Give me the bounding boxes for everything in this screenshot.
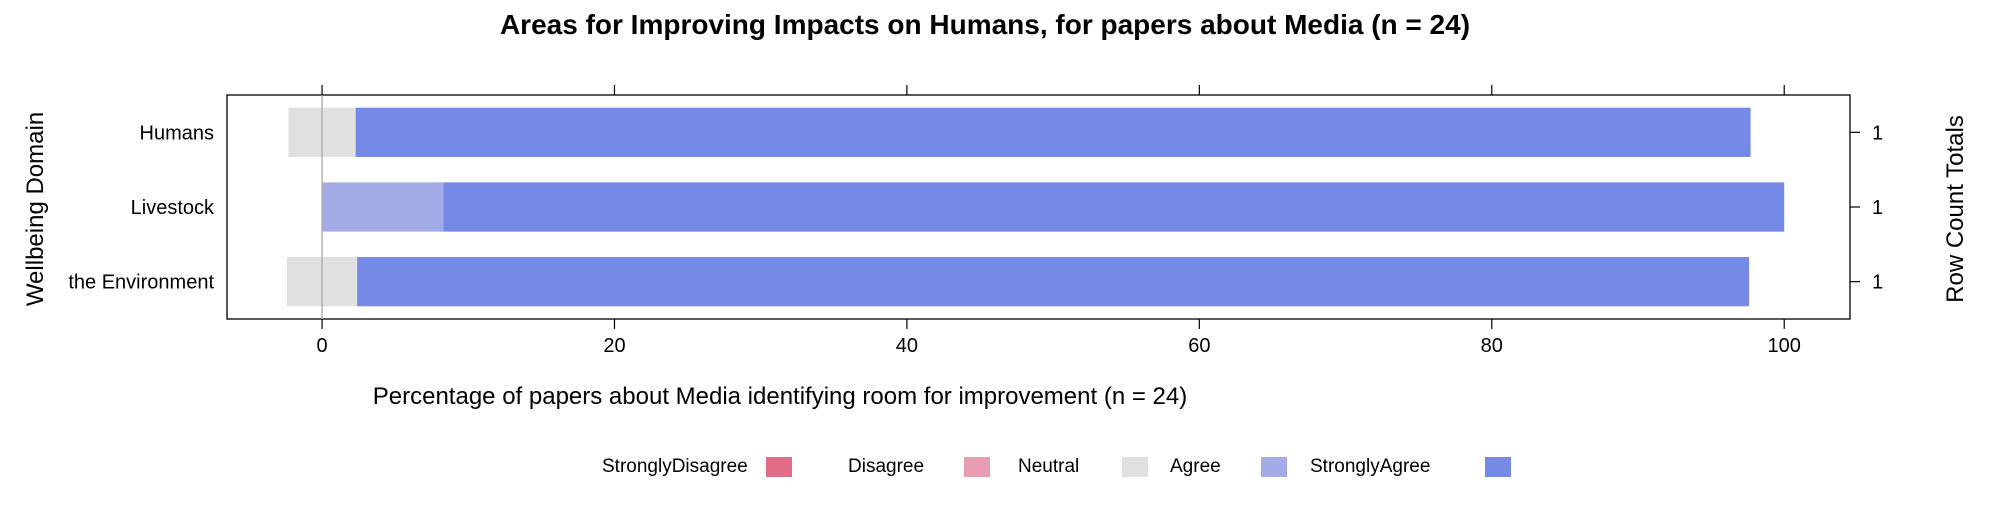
legend-label: StronglyDisagree — [602, 456, 748, 477]
y-tick-label: Livestock — [131, 197, 215, 219]
x-tick-label: 60 — [1188, 335, 1210, 357]
y-tick-label: Humans — [140, 122, 214, 144]
row-total-label: 1 — [1872, 272, 1883, 294]
bar-stronglyagree — [355, 107, 1751, 157]
legend-label: Agree — [1170, 456, 1221, 477]
x-tick-label: 100 — [1768, 335, 1801, 357]
y-tick-label: the Environment — [68, 272, 214, 294]
bar-stronglyagree — [357, 257, 1750, 307]
legend-swatch — [964, 457, 990, 477]
legend-label: Neutral — [1018, 456, 1079, 477]
bar-stronglyagree — [443, 182, 1785, 232]
row-total-label: 1 — [1872, 197, 1883, 219]
x-tick-label: 40 — [896, 335, 918, 357]
x-axis-title: Percentage of papers about Media identif… — [373, 383, 1187, 410]
legend: StronglyDisagree Disagree Neutral Agree Stro… — [602, 456, 1511, 477]
legend-swatch — [766, 457, 792, 477]
legend-label: StronglyAgree — [1310, 456, 1430, 477]
bar-agree — [322, 182, 444, 232]
y-axis-title: Wellbeing Domain — [22, 112, 49, 306]
right-axis-title: Row Count Totals — [1942, 115, 1969, 303]
legend-label: Disagree — [848, 456, 924, 477]
legend-swatch — [1122, 457, 1148, 477]
legend-swatch — [1485, 457, 1511, 477]
x-tick-label: 0 — [316, 335, 327, 357]
legend-swatch — [1261, 457, 1287, 477]
chart-title: Areas for Improving Impacts on Humans, f… — [500, 9, 1470, 40]
plot-area: Humans 1 Livestock 1 the Environment 1 0 20 40 60… — [68, 85, 1883, 357]
x-tick-label: 80 — [1481, 335, 1503, 357]
x-tick-label: 20 — [603, 335, 625, 357]
row-total-label: 1 — [1872, 122, 1883, 144]
